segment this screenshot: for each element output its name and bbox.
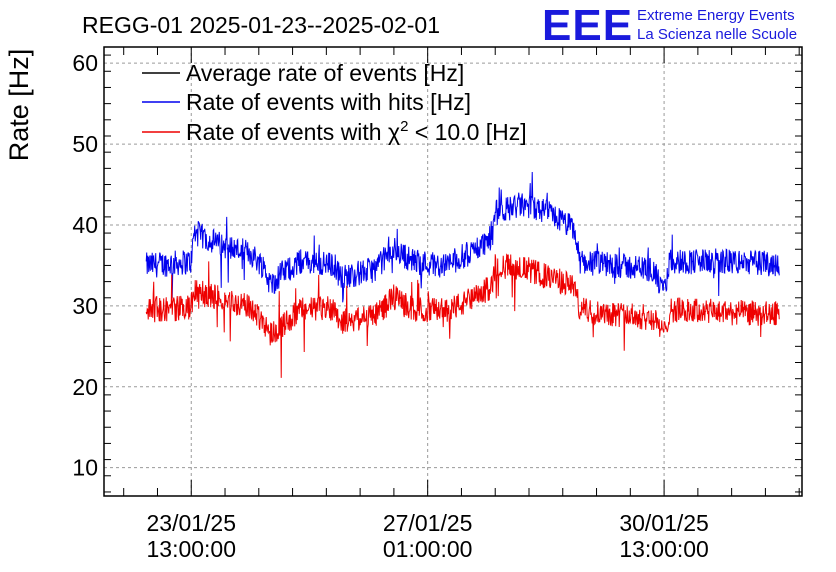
y-tick-label: 60 <box>72 50 98 76</box>
legend-label-2: Rate of events with χ2 < 10.0 [Hz] <box>186 118 527 145</box>
eee-logo-line1: Extreme Energy Events <box>637 7 795 24</box>
series-line-1 <box>145 172 780 303</box>
y-tick-label: 20 <box>72 374 98 400</box>
x-tick-label-date: 23/01/25 <box>146 510 236 536</box>
axes: 10203040506023/01/2513:00:0027/01/2501:0… <box>72 46 803 562</box>
x-tick-label-time: 13:00:00 <box>146 536 236 562</box>
x-tick-label-date: 30/01/25 <box>619 510 709 536</box>
eee-logo-mark: EEE <box>542 1 633 50</box>
x-tick-label-date: 27/01/25 <box>383 510 473 536</box>
x-tick-label-time: 01:00:00 <box>383 536 473 562</box>
y-tick-label: 10 <box>72 455 98 481</box>
y-tick-label: 30 <box>72 293 98 319</box>
series-line-2 <box>145 253 780 378</box>
y-tick-label: 40 <box>72 212 98 238</box>
eee-logo-line2: La Scienza nelle Scuole <box>637 26 797 43</box>
legend: Average rate of events [Hz] Rate of event… <box>142 60 527 145</box>
chart-title: REGG-01 2025-01-23--2025-02-01 <box>82 12 440 38</box>
eee-logo: EEE Extreme Energy Events La Scienza nel… <box>542 1 797 50</box>
x-tick-label-time: 13:00:00 <box>619 536 709 562</box>
y-tick-label: 50 <box>72 131 98 157</box>
legend-label-1: Rate of events with hits [Hz] <box>186 89 471 115</box>
series-lines <box>145 172 780 378</box>
plot-frame <box>103 46 803 497</box>
legend-label-0: Average rate of events [Hz] <box>186 60 464 86</box>
y-axis-label: Rate [Hz] <box>4 49 34 162</box>
